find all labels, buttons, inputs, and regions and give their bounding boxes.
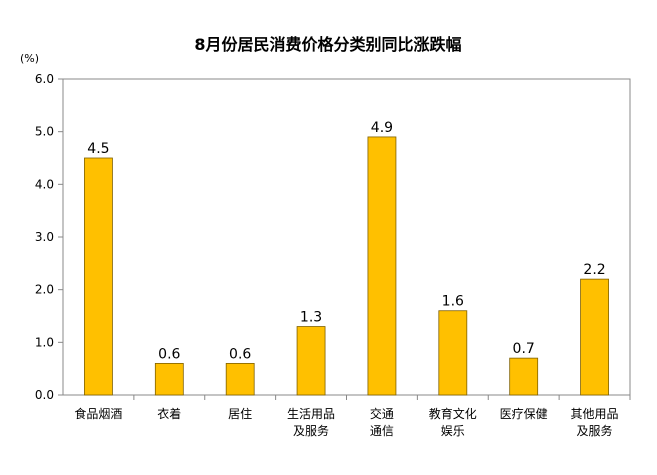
bar-series: 4.5 0.6 0.6 1.3 4.9 1.6 0.7 2.2: [84, 120, 609, 396]
y-tick-label: 2.0: [35, 283, 54, 297]
bar: [84, 157, 113, 396]
bar: [509, 357, 539, 396]
x-tick-label: 交通: [370, 406, 394, 421]
bar: [296, 326, 326, 396]
data-label: 4.5: [87, 141, 109, 157]
data-label: 0.6: [229, 346, 251, 362]
y-tick-label: 6.0: [35, 72, 54, 86]
x-tick-label: 通信: [370, 424, 394, 438]
x-tick-label: 教育文化: [429, 406, 477, 421]
y-unit-label: (%): [20, 52, 39, 65]
data-label: 1.6: [442, 294, 464, 310]
x-tick-label: 娱乐: [441, 424, 465, 438]
bar: [225, 362, 255, 396]
y-tick-label: 0.0: [35, 388, 54, 402]
x-tick-label: 医疗保健: [500, 407, 548, 421]
data-label: 0.6: [158, 346, 180, 362]
x-tick-label: 及服务: [293, 423, 329, 438]
x-tick-label: 其他用品: [571, 407, 619, 421]
data-label: 4.9: [371, 120, 393, 136]
plot-area-frame: [62, 78, 631, 396]
x-tick-label: 食品烟酒: [74, 406, 122, 421]
x-tick-label: 生活用品: [287, 407, 335, 421]
x-tick-label: 及服务: [577, 423, 613, 438]
y-tick-label: 5.0: [35, 125, 54, 139]
bar: [438, 310, 468, 396]
data-label: 1.3: [300, 310, 322, 326]
bar: [154, 362, 184, 396]
y-tick-label: 3.0: [35, 230, 54, 244]
x-tick-label: 居住: [228, 407, 252, 421]
y-tick-label: 1.0: [35, 335, 54, 349]
bar: [367, 136, 397, 396]
data-label: 2.2: [583, 262, 605, 278]
x-tick-label: 衣着: [157, 406, 181, 421]
y-axis: 0.0 1.0 2.0 3.0 4.0 5.0 6.0: [35, 72, 63, 402]
data-label: 0.7: [513, 341, 535, 357]
bar: [580, 278, 609, 396]
y-tick-label: 4.0: [35, 177, 54, 191]
chart-title: 8月份居民消费价格分类别同比涨跌幅: [194, 35, 461, 54]
